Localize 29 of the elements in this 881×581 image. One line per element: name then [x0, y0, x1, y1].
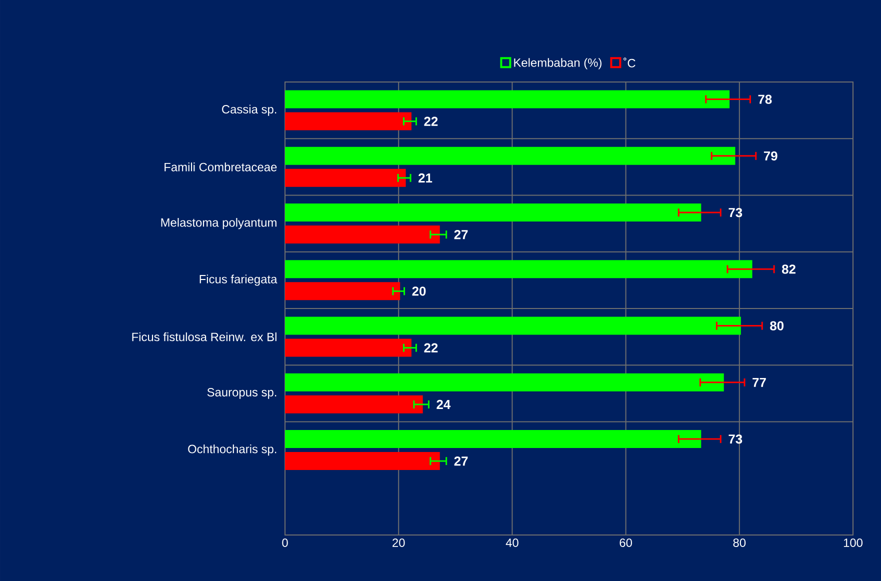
legend-label: ˚C — [624, 58, 636, 68]
data-label: 77 — [752, 378, 766, 387]
y-tick-label: Melastoma polyantum — [161, 218, 276, 230]
y-tick-label: Sauropus sp. — [207, 388, 276, 399]
x-tick-label: 20 — [392, 538, 405, 547]
data-label: 27 — [454, 456, 468, 466]
data-label: 73 — [728, 208, 742, 218]
data-label: 73 — [728, 434, 742, 444]
data-label: 27 — [454, 230, 468, 240]
legend-label: Kelembaban (%) — [514, 58, 602, 70]
x-tick-label: 40 — [506, 538, 518, 547]
data-label: 21 — [418, 173, 432, 182]
data-label: 20 — [412, 286, 426, 296]
y-tick-label: Famili Combretaceae — [164, 162, 277, 172]
data-label: 78 — [758, 94, 772, 104]
data-label: 22 — [424, 116, 438, 126]
data-label: 22 — [424, 343, 438, 352]
x-tick-label: 60 — [620, 538, 632, 547]
data-label: 24 — [436, 400, 451, 409]
y-tick-label: Cassia sp. — [222, 104, 276, 116]
y-tick-label: Ficus fistulosa Reinw. ex Bl — [132, 332, 276, 342]
y-tick-label: Ochthocharis sp. — [188, 444, 276, 456]
data-label: 82 — [782, 264, 796, 274]
y-tick-label: Ficus fariegata — [200, 274, 278, 286]
data-label: 79 — [764, 151, 778, 161]
x-tick-label: 0 — [282, 538, 288, 547]
x-tick-label: 100 — [844, 538, 863, 547]
x-tick-label: 80 — [733, 538, 746, 547]
data-label: 80 — [770, 321, 784, 330]
